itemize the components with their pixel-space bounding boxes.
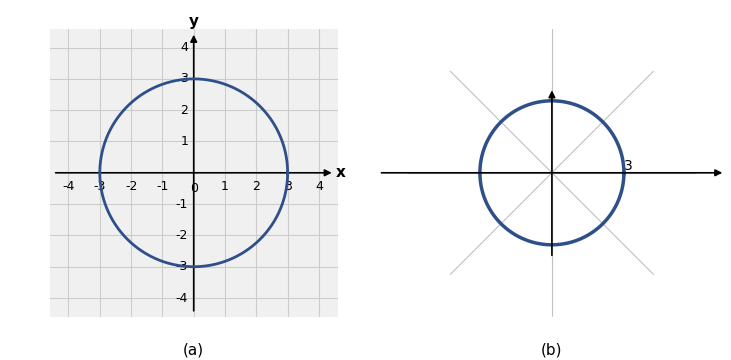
Text: -2: -2	[125, 180, 137, 193]
Text: 2: 2	[252, 180, 260, 193]
Text: -3: -3	[175, 260, 188, 273]
Text: x: x	[336, 165, 346, 180]
Text: (b): (b)	[541, 343, 563, 358]
Text: -4: -4	[175, 292, 188, 305]
Text: 3: 3	[181, 72, 188, 85]
Text: y: y	[189, 14, 199, 29]
Text: 4: 4	[315, 180, 323, 193]
Text: 1: 1	[181, 135, 188, 148]
Text: -4: -4	[62, 180, 75, 193]
Text: 4: 4	[181, 41, 188, 54]
Text: -3: -3	[94, 180, 106, 193]
Text: -1: -1	[175, 198, 188, 211]
Text: -1: -1	[156, 180, 169, 193]
Text: -2: -2	[175, 229, 188, 242]
Text: 1: 1	[221, 180, 229, 193]
Text: (a): (a)	[183, 343, 204, 358]
Text: 3: 3	[284, 180, 292, 193]
Text: 2: 2	[181, 104, 188, 117]
Text: 0: 0	[190, 181, 197, 194]
